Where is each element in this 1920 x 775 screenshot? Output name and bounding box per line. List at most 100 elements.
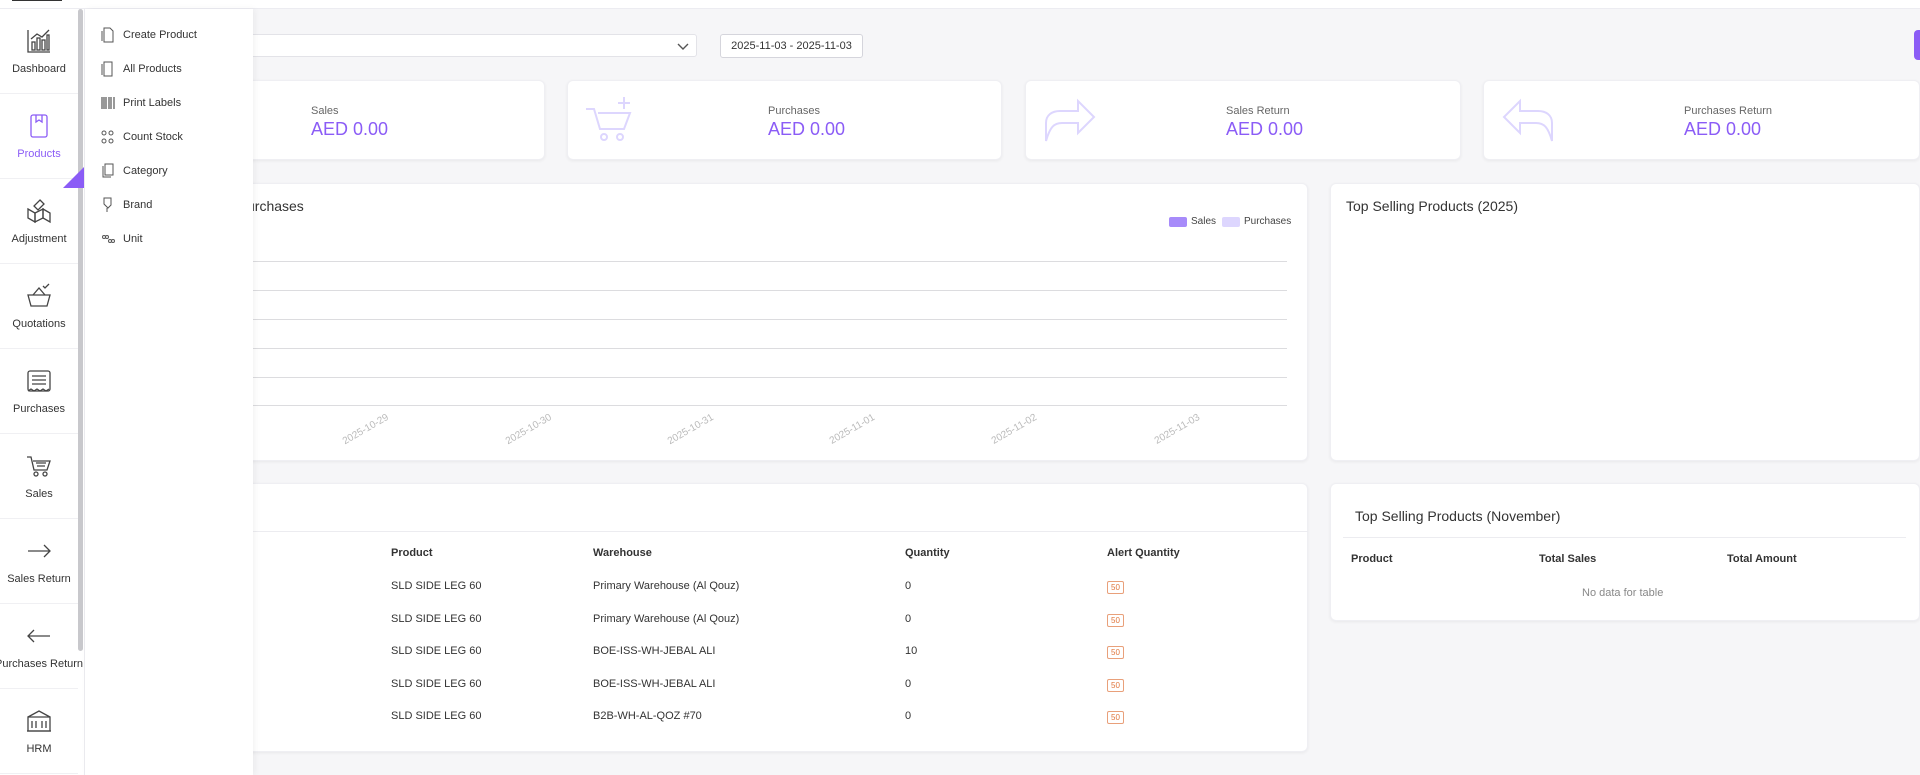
chart-legend-purchases[interactable]: Purchases — [1222, 216, 1291, 227]
cart-plus-icon — [586, 97, 632, 141]
stat-card-sales-return: Sales Return AED 0.00 — [1025, 80, 1461, 160]
warehouse-select[interactable] — [200, 34, 697, 57]
column-header-warehouse: Warehouse — [593, 547, 652, 559]
arrow-left-icon — [27, 629, 50, 643]
quotation-basket-icon — [27, 283, 51, 307]
sidebar-item-purchases[interactable]: Purchases — [0, 349, 78, 434]
legend-swatch — [1169, 216, 1187, 227]
sidebar-item-hrm[interactable]: HRM — [0, 689, 78, 774]
cell-quantity: 10 — [905, 645, 918, 657]
alert-quantity-badge: 50 — [1107, 679, 1124, 692]
sidebar-item-sales-return[interactable]: Sales Return — [0, 519, 78, 604]
barcode-icon — [101, 97, 115, 109]
sidebar-item-adjustment[interactable]: Adjustment — [0, 179, 78, 264]
top-selling-year-title: Top Selling Products (2025) — [1346, 198, 1518, 214]
cell-warehouse: B2B-WH-AL-QOZ #70 — [593, 710, 702, 722]
submenu-item-count-stock[interactable]: Count Stock — [101, 126, 183, 148]
sales-cart-icon — [27, 456, 51, 477]
cell-quantity: 0 — [905, 613, 912, 625]
cell-warehouse: Primary Warehouse (Al Qouz) — [593, 580, 740, 592]
submenu-item-label: Unit — [123, 233, 143, 245]
submenu-item-unit[interactable]: Unit — [101, 228, 143, 250]
submenu-item-all-products[interactable]: All Products — [101, 58, 182, 80]
alert-quantity-badge: 50 — [1107, 646, 1124, 659]
submenu-item-label: All Products — [123, 63, 182, 75]
cell-quantity: 0 — [905, 580, 912, 592]
building-icon — [27, 710, 51, 732]
stat-value: AED 0.00 — [1684, 119, 1762, 139]
product-box-icon — [30, 114, 48, 138]
cell-warehouse: BOE-ISS-WH-JEBAL ALI — [593, 645, 716, 657]
cell-product: SLD SIDE LEG 60 — [391, 645, 482, 657]
cell-quantity: 0 — [905, 710, 912, 722]
chart-gridline — [253, 261, 1287, 262]
submenu-item-category[interactable]: Category — [101, 160, 168, 182]
sidebar-scrollbar[interactable] — [78, 9, 83, 651]
chart-title: urchases — [247, 198, 304, 214]
sidebar-item-label: HRM — [26, 743, 52, 755]
cell-warehouse: Primary Warehouse (Al Qouz) — [593, 613, 740, 625]
sidebar-item-label: Purchases — [13, 403, 65, 415]
sidebar-item-sales[interactable]: Sales — [0, 434, 78, 519]
document-list-icon — [101, 61, 113, 77]
purchase-receipt-icon — [27, 370, 51, 392]
topbar-underline — [12, 0, 62, 1]
stat-label: Purchases — [768, 105, 820, 117]
sidebar-item-quotations[interactable]: Quotations — [0, 264, 78, 349]
main-sidebar: Dashboard Products Adjustment Quotations… — [0, 9, 85, 775]
cell-product: SLD SIDE LEG 60 — [391, 710, 482, 722]
stat-label: Purchases Return — [1684, 105, 1773, 117]
submenu-item-label: Create Product — [123, 29, 197, 41]
sidebar-item-dashboard[interactable]: Dashboard — [0, 9, 78, 94]
sidebar-item-label: Products — [17, 148, 61, 160]
dashboard-chart-icon — [27, 29, 50, 53]
sidebar-item-label: Quotations — [12, 318, 66, 330]
legend-label: Sales — [1191, 216, 1217, 227]
sidebar-item-purchases-return[interactable]: Purchases Return — [0, 604, 83, 689]
column-header-quantity: Quantity — [905, 547, 950, 559]
chart-gridline — [253, 319, 1287, 320]
cell-product: SLD SIDE LEG 60 — [391, 580, 482, 592]
submenu-item-create-product[interactable]: Create Product — [101, 24, 197, 46]
column-header-product: Product — [1351, 553, 1393, 565]
submenu-item-label: Category — [123, 165, 168, 177]
column-header-total-amount: Total Amount — [1727, 553, 1797, 565]
submenu-item-print-labels[interactable]: Print Labels — [101, 92, 181, 114]
stat-value: AED 0.00 — [311, 119, 389, 139]
submenu-item-label: Print Labels — [123, 97, 182, 109]
sales-purchases-chart-card — [200, 183, 1308, 461]
active-item-indicator — [63, 166, 84, 188]
stat-value: AED 0.00 — [768, 119, 846, 139]
top-selling-month-title: Top Selling Products (November) — [1355, 508, 1561, 524]
adjustment-icon — [27, 199, 51, 224]
column-header-alert-quantity: Alert Quantity — [1107, 547, 1180, 559]
sidebar-item-products[interactable]: Products — [0, 94, 78, 179]
count-stock-icon — [101, 130, 114, 144]
chevron-down-icon — [677, 43, 689, 50]
chart-gridline — [253, 348, 1287, 349]
top-bar — [0, 0, 1920, 9]
sidebar-item-label: Adjustment — [11, 233, 67, 245]
stat-value: AED 0.00 — [1226, 119, 1304, 139]
reply-arrow-icon — [1502, 98, 1553, 142]
card-header-divider — [200, 531, 1308, 532]
sidebar-item-label: Sales — [25, 488, 53, 500]
submenu-item-label: Brand — [123, 199, 153, 211]
arrow-right-icon — [28, 544, 51, 558]
date-range-picker[interactable]: 2025-11-03 - 2025-11-03 — [720, 34, 863, 58]
settings-tab-handle[interactable] — [1914, 30, 1920, 60]
unit-icon — [102, 235, 115, 243]
column-header-product: Product — [391, 547, 433, 559]
sidebar-item-label: Purchases Return — [0, 658, 84, 670]
sidebar-item-label: Dashboard — [12, 63, 66, 75]
chart-gridline — [253, 377, 1287, 378]
card-header-divider — [1343, 537, 1906, 538]
submenu-item-brand[interactable]: Brand — [101, 194, 152, 216]
brand-tag-icon — [103, 197, 112, 212]
alert-quantity-badge: 50 — [1107, 614, 1124, 627]
chart-legend-sales[interactable]: Sales — [1169, 216, 1216, 227]
document-add-icon — [101, 27, 114, 43]
alert-quantity-badge: 50 — [1107, 711, 1124, 724]
cell-product: SLD SIDE LEG 60 — [391, 678, 482, 690]
cell-warehouse: BOE-ISS-WH-JEBAL ALI — [593, 678, 716, 690]
